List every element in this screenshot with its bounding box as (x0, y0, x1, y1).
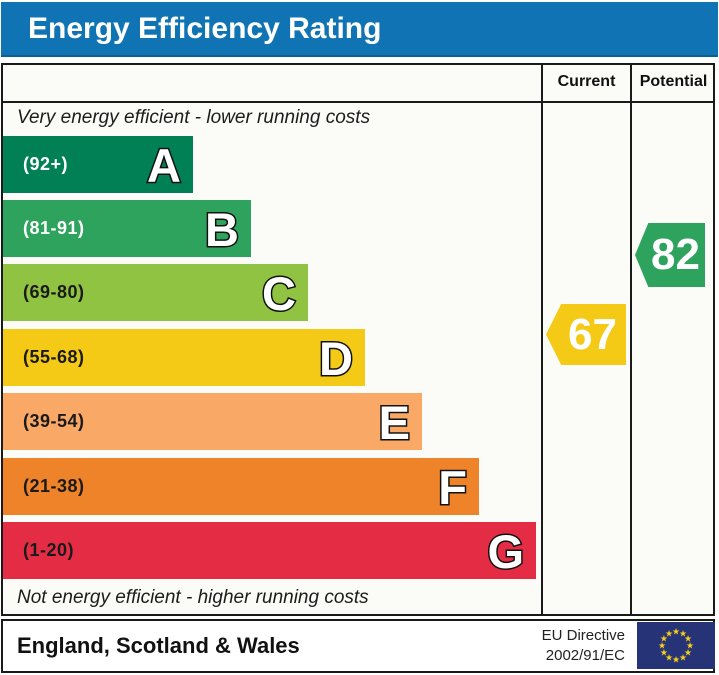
svg-text:C: C (262, 267, 296, 320)
eu-flag-stars: ★ ★ ★ ★ ★ ★ ★ ★ ★ ★ ★ ★ (658, 628, 694, 666)
footer-bar (1, 619, 715, 673)
chart-title-bar: Energy Efficiency Rating (1, 2, 718, 57)
svg-text:★: ★ (660, 649, 668, 659)
current-column-header: Current (557, 73, 616, 90)
svg-text:★: ★ (672, 656, 680, 666)
svg-text:F: F (438, 461, 467, 514)
band-d: (55-68) D (3, 329, 365, 386)
svg-text:★: ★ (679, 629, 687, 639)
eu-directive-line2: 2002/91/EC (545, 647, 625, 664)
band-e-letter-icon: E (377, 395, 411, 451)
band-c: (69-80) C (3, 264, 308, 321)
svg-text:E: E (379, 396, 410, 449)
band-f: (21-38) F (3, 458, 479, 515)
band-e: (39-54) E (3, 393, 422, 450)
band-f-range: (21-38) (23, 476, 85, 496)
svg-text:★: ★ (684, 649, 692, 659)
band-d-range: (55-68) (23, 347, 85, 367)
band-e-range: (39-54) (23, 411, 85, 431)
svg-text:★: ★ (672, 628, 680, 638)
eu-directive-label: EU Directive 2002/91/EC (470, 626, 625, 666)
eu-flag-field (637, 622, 715, 669)
potential-column-header: Potential (639, 73, 708, 90)
band-d-letter-icon: D (318, 331, 355, 387)
eu-directive-line1: EU Directive (541, 627, 625, 644)
band-f-letter-icon: F (437, 460, 469, 516)
svg-text:G: G (487, 525, 524, 578)
svg-text:★: ★ (665, 654, 673, 664)
current-rating-arrow: 67 (546, 304, 626, 365)
band-c-letter-icon: C (261, 266, 298, 322)
page-title: Energy Efficiency Rating (28, 12, 382, 45)
band-a-letter-icon: A (146, 138, 183, 194)
band-b: (81-91) B (3, 200, 251, 257)
caption-very-efficient: Very energy efficient - lower running co… (17, 107, 371, 128)
svg-text:★: ★ (665, 629, 673, 639)
band-a-range: (92+) (23, 154, 69, 174)
svg-text:★: ★ (686, 642, 694, 652)
band-g-letter-icon: G (486, 524, 526, 580)
eu-flag-icon: ★ ★ ★ ★ ★ ★ ★ ★ ★ ★ ★ ★ (637, 622, 715, 669)
current-column-divider (541, 63, 543, 616)
svg-text:A: A (147, 139, 181, 192)
svg-text:★: ★ (684, 635, 692, 645)
svg-text:★: ★ (660, 635, 668, 645)
svg-text:★: ★ (658, 642, 666, 652)
band-g-range: (1-20) (23, 540, 75, 560)
svg-text:D: D (319, 332, 353, 385)
band-a: (92+) A (3, 136, 193, 193)
caption-not-efficient: Not energy efficient - higher running co… (17, 587, 369, 608)
potential-rating-arrow: 82 (635, 223, 705, 287)
svg-text:B: B (205, 203, 239, 256)
header-row-divider (1, 101, 715, 103)
svg-text:★: ★ (679, 654, 687, 664)
potential-column-divider (630, 63, 632, 616)
band-g: (1-20) G (3, 522, 536, 579)
region-label: England, Scotland & Wales (17, 633, 300, 658)
band-c-range: (69-80) (23, 282, 85, 302)
band-b-range: (81-91) (23, 218, 85, 238)
band-b-letter-icon: B (204, 202, 241, 258)
